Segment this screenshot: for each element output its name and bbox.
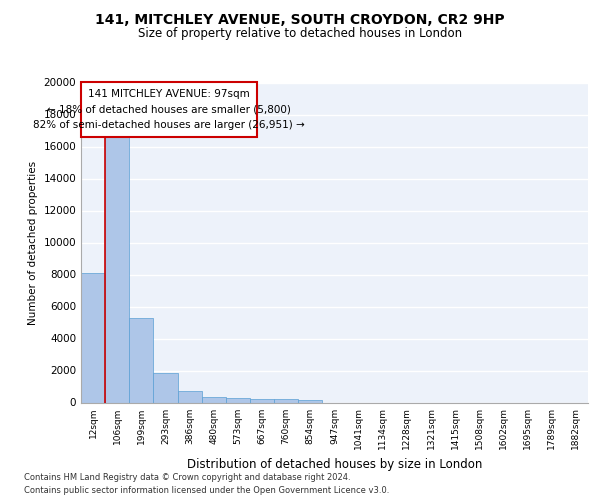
- Bar: [226, 398, 250, 402]
- Bar: [129, 318, 154, 402]
- Bar: [105, 137, 129, 402]
- Y-axis label: Number of detached properties: Number of detached properties: [28, 160, 38, 324]
- Text: 141 MITCHLEY AVENUE: 97sqm: 141 MITCHLEY AVENUE: 97sqm: [88, 88, 250, 99]
- Text: 141, MITCHLEY AVENUE, SOUTH CROYDON, CR2 9HP: 141, MITCHLEY AVENUE, SOUTH CROYDON, CR2…: [95, 12, 505, 26]
- Text: 82% of semi-detached houses are larger (26,951) →: 82% of semi-detached houses are larger (…: [33, 120, 305, 130]
- Bar: [81, 273, 105, 402]
- Bar: [250, 399, 274, 402]
- Bar: [274, 400, 298, 402]
- Text: Contains public sector information licensed under the Open Government Licence v3: Contains public sector information licen…: [24, 486, 389, 495]
- Bar: [154, 373, 178, 402]
- Text: Size of property relative to detached houses in London: Size of property relative to detached ho…: [138, 28, 462, 40]
- Text: ← 18% of detached houses are smaller (5,800): ← 18% of detached houses are smaller (5,…: [47, 104, 291, 115]
- Bar: [178, 392, 202, 402]
- Bar: [298, 400, 322, 402]
- Text: Contains HM Land Registry data © Crown copyright and database right 2024.: Contains HM Land Registry data © Crown c…: [24, 472, 350, 482]
- X-axis label: Distribution of detached houses by size in London: Distribution of detached houses by size …: [187, 458, 482, 471]
- Bar: [202, 396, 226, 402]
- Bar: [81, 82, 257, 137]
